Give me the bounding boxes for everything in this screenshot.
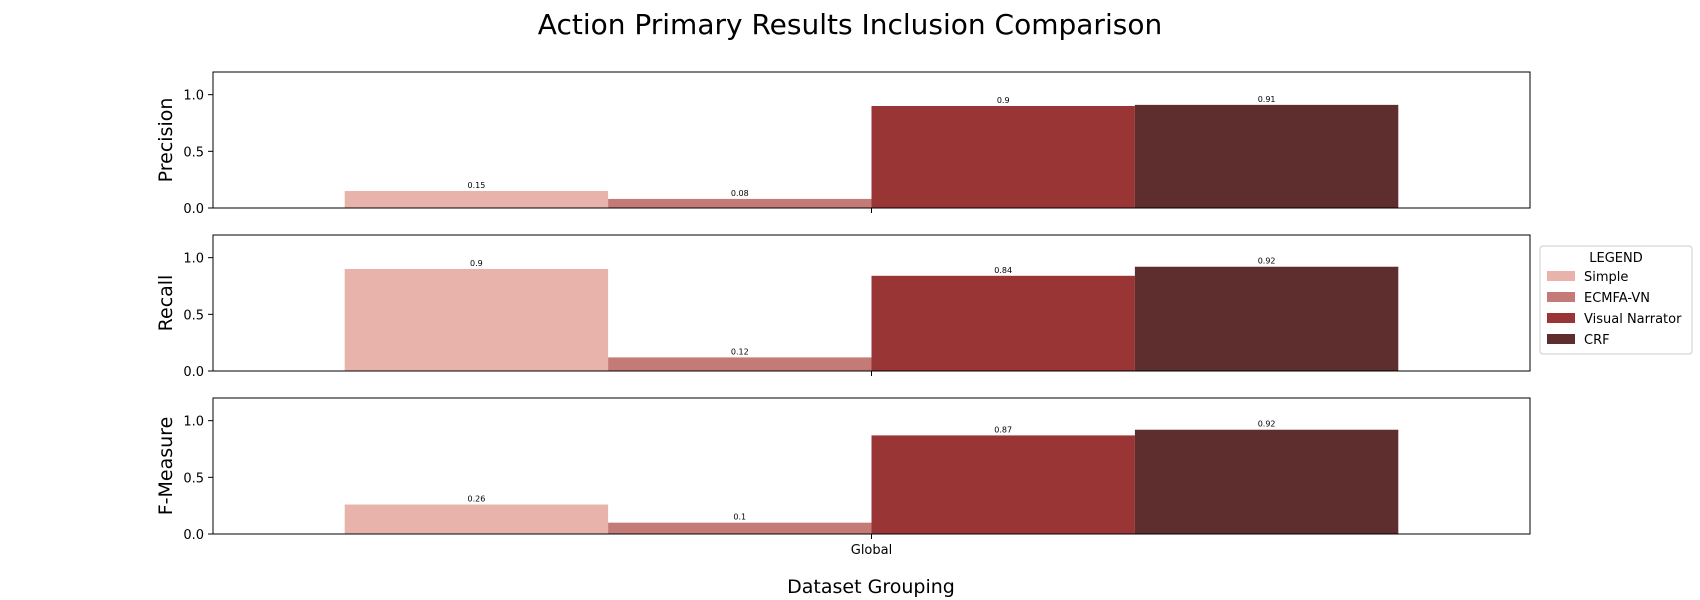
bar-crf (1134, 429, 1399, 534)
chart-title: Action Primary Results Inclusion Compari… (538, 8, 1162, 41)
y-tick-label: 1.0 (183, 89, 204, 104)
y-tick-label: 0.0 (183, 202, 204, 217)
legend-frame (1539, 245, 1693, 355)
bar-ecmfa-vn (608, 357, 872, 371)
y-tick-label: 0.0 (183, 365, 204, 380)
y-tick-label: 0.5 (183, 308, 204, 323)
legend-label: Simple (1584, 270, 1628, 285)
y-axis-label: F-Measure (155, 417, 177, 516)
bar-ecmfa-vn (608, 198, 872, 208)
y-tick-label: 0.0 (183, 528, 204, 543)
data-label: 0.1 (733, 513, 746, 522)
y-axis-label: Precision (155, 98, 177, 183)
subplot-f-measure: 0.26 0.1 0.87 0.92 0.0 0.5 1.0 Global F-Measure (155, 397, 1531, 558)
bar-simple (344, 504, 609, 534)
bar-ecmfa-vn (608, 522, 872, 534)
legend-swatch-simple (1547, 271, 1575, 281)
legend-label: Visual Narrator (1584, 312, 1682, 327)
legend: LEGEND Simple ECMFA-VN Visual Narrator CRF (1539, 245, 1693, 355)
y-tick-label: 1.0 (183, 252, 204, 267)
subplot-precision: 0.15 0.08 0.9 0.91 0.0 0.5 1.0 Precision (155, 71, 1531, 217)
subplot-panels: 0.15 0.08 0.9 0.91 0.0 0.5 1.0 Precision 0.9 0.12… (155, 71, 1531, 558)
data-label: 0.9 (997, 96, 1010, 105)
bar-simple (344, 191, 609, 208)
data-label: 0.87 (994, 425, 1012, 434)
x-axis-label: Dataset Grouping (787, 576, 955, 598)
legend-swatch-visual-narrator (1547, 313, 1575, 323)
legend-title: LEGEND (1589, 251, 1642, 266)
data-label: 0.92 (1258, 257, 1276, 266)
data-label: 0.26 (467, 495, 485, 504)
data-label: 0.84 (994, 266, 1012, 275)
data-label: 0.08 (731, 189, 749, 198)
bar-crf (1134, 266, 1399, 371)
y-tick-label: 1.0 (183, 415, 204, 430)
legend-label: CRF (1584, 333, 1610, 348)
x-tick-label: Global (851, 543, 892, 558)
bar-visual-narrator (871, 275, 1135, 371)
legend-label: ECMFA-VN (1584, 291, 1650, 306)
subplot-recall: 0.9 0.12 0.84 0.92 0.0 0.5 1.0 Recall (155, 234, 1531, 380)
y-tick-label: 0.5 (183, 145, 204, 160)
bar-crf (1134, 104, 1399, 208)
data-label: 0.12 (731, 347, 749, 356)
legend-swatch-crf (1547, 334, 1575, 344)
data-label: 0.15 (467, 181, 485, 190)
bar-visual-narrator (871, 106, 1135, 208)
data-label: 0.92 (1258, 420, 1276, 429)
bar-visual-narrator (871, 435, 1135, 534)
legend-swatch-ecmfa-vn (1547, 292, 1575, 302)
data-label: 0.9 (470, 259, 483, 268)
bar-simple (344, 269, 609, 371)
y-axis-label: Recall (155, 275, 177, 332)
y-tick-label: 0.5 (183, 471, 204, 486)
data-label: 0.91 (1258, 95, 1276, 104)
